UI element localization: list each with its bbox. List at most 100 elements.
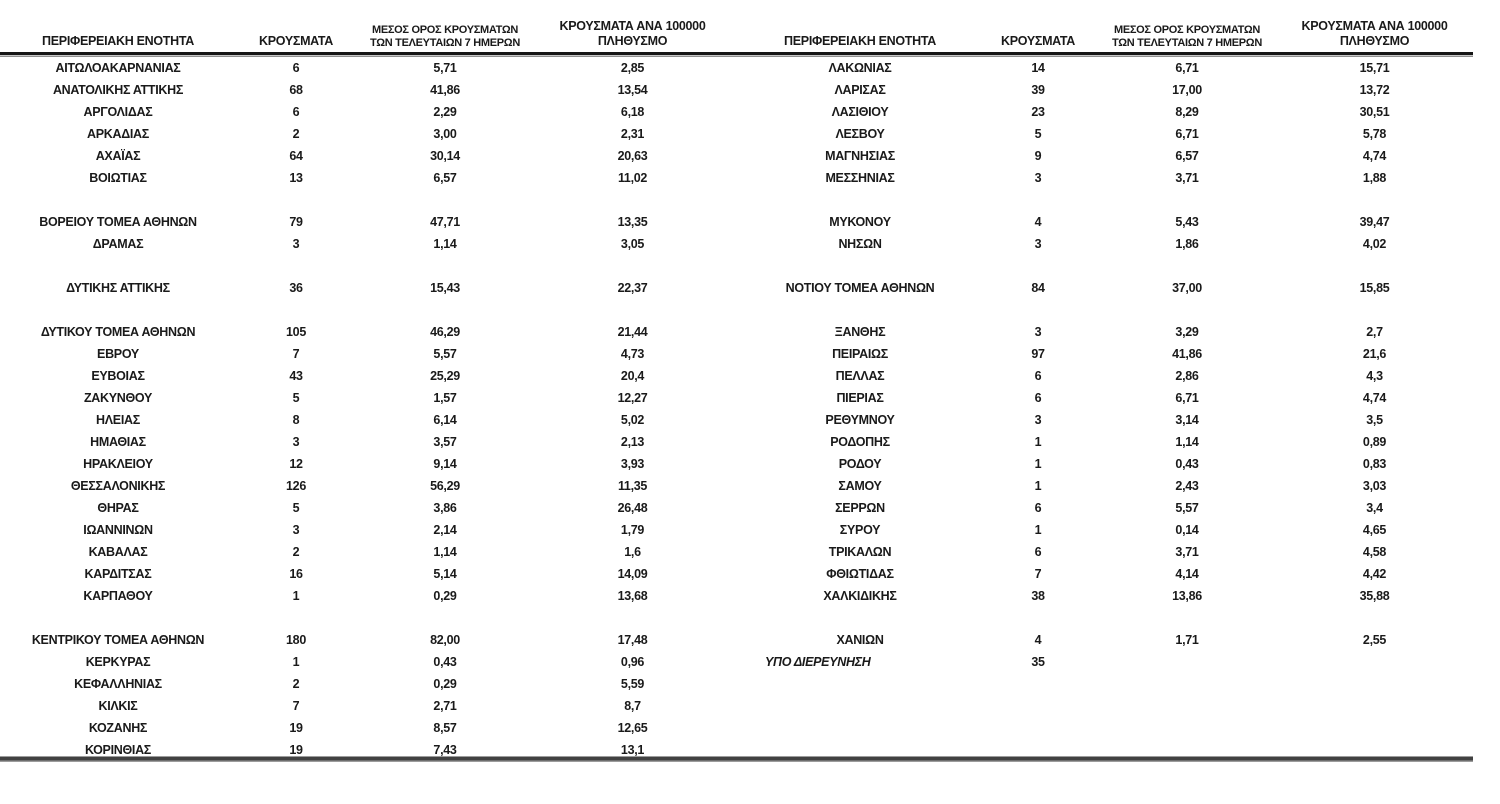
cell-cases: 6 (1034, 545, 1042, 559)
cell-region: ΡΕΘΥΜΝΟΥ (825, 413, 895, 427)
cell-region (742, 607, 978, 629)
table-row: ΚΙΛΚΙΣ 7 2,71 8,7 (0, 695, 731, 717)
cell-region: ΚΑΒΑΛΑΣ (88, 545, 148, 559)
cell-per100k: 3,4 (1366, 501, 1383, 515)
cell-avg7: 0,29 (433, 589, 457, 603)
cell-per100k: 4,42 (1362, 567, 1387, 581)
cell-per100k: 4,74 (1362, 391, 1387, 405)
cell-per100k (1276, 299, 1473, 321)
cell-per100k (534, 255, 731, 277)
table-row: ΛΑΣΙΘΙΟΥ 23 8,29 30,51 (742, 101, 1473, 123)
cell-cases: 79 (289, 215, 303, 229)
cell-cases: 14 (1031, 61, 1045, 75)
cell-avg7: 1,71 (1175, 633, 1199, 647)
cell-region: ΡΟΔΟΥ (838, 457, 882, 471)
spacer-row (742, 255, 1473, 277)
cell-cases: 12 (289, 457, 303, 471)
cell-region: ΚΙΛΚΙΣ (98, 699, 138, 713)
table-row: ΚΕΝΤΡΙΚΟΥ ΤΟΜΕΑ ΑΘΗΝΩΝ 180 82,00 17,48 (0, 629, 731, 651)
cell-per100k: 39,47 (1359, 215, 1390, 229)
cell-avg7: 0,29 (433, 677, 457, 691)
col-header-cases: ΚΡΟΥΣΜΑΤΑ (258, 34, 333, 48)
cell-region: ΣΥΡΟΥ (839, 523, 881, 537)
cell-per100k: 2,31 (620, 127, 645, 141)
table-row: ΛΑΚΩΝΙΑΣ 14 6,71 15,71 (742, 57, 1473, 79)
cell-region: ΛΑΡΙΣΑΣ (834, 83, 886, 97)
spacer-row (0, 255, 731, 277)
cell-region: ΣΑΜΟΥ (838, 479, 882, 493)
cell-avg7 (356, 299, 534, 321)
cell-per100k: 3,05 (620, 237, 645, 251)
cell-per100k: 0,89 (1362, 435, 1387, 449)
cell-per100k: 17,48 (617, 633, 648, 647)
cell-avg7: 3,71 (1175, 171, 1199, 185)
cell-cases: 16 (289, 567, 303, 581)
cell-region (742, 739, 978, 761)
cell-per100k: 21,44 (617, 325, 648, 339)
cell-region: ΒΟΡΕΙΟΥ ΤΟΜΕΑ ΑΘΗΝΩΝ (39, 215, 197, 229)
cell-cases: 6 (1034, 501, 1042, 515)
col-header-region: ΠΕΡΙΦΕΡΕΙΑΚΗ ΕΝΟΤΗΤΑ (42, 34, 194, 48)
table-body-left: ΑΙΤΩΛΟΑΚΑΡΝΑΝΙΑΣ 6 5,71 2,85 ΑΝΑΤΟΛΙΚΗΣ ΑΤΤΙ… (0, 57, 731, 761)
cell-per100k: 4,74 (1362, 149, 1387, 163)
cell-region: ΠΕΙΡΑΙΩΣ (832, 347, 888, 361)
table-row: ΠΕΛΛΑΣ 6 2,86 4,3 (742, 365, 1473, 387)
cell-per100k (534, 607, 731, 629)
cell-avg7: 4,14 (1175, 567, 1199, 581)
cell-avg7: 3,86 (433, 501, 457, 515)
cell-cases: 19 (289, 721, 303, 735)
table-row: ΝΗΣΩΝ 3 1,86 4,02 (742, 233, 1473, 255)
cell-per100k: 2,55 (1362, 633, 1387, 647)
cell-avg7: 8,29 (1175, 105, 1199, 119)
table-row: ΒΟΙΩΤΙΑΣ 13 6,57 11,02 (0, 167, 731, 189)
cell-per100k: 4,3 (1366, 369, 1383, 383)
cell-avg7 (1098, 255, 1276, 277)
cell-region: ΠΕΛΛΑΣ (835, 369, 885, 383)
cell-cases: 1 (292, 655, 300, 669)
cell-region (742, 255, 978, 277)
cell-region (742, 189, 978, 211)
cell-region: ΚΟΡΙΝΘΙΑΣ (84, 743, 152, 757)
cell-avg7: 0,43 (433, 655, 457, 669)
col-header-avg7: ΜΕΣΟΣ ΟΡΟΣ ΚΡΟΥΣΜΑΤΩΝ ΤΩΝ ΤΕΛΕΥΤΑΙΩΝ 7 Η… (356, 24, 534, 52)
cell-avg7: 6,71 (1175, 391, 1199, 405)
cell-region: ΔΡΑΜΑΣ (92, 237, 144, 251)
cell-cases: 23 (1031, 105, 1045, 119)
table-row: ΕΒΡΟΥ 7 5,57 4,73 (0, 343, 731, 365)
table-row: ΚΟΡΙΝΘΙΑΣ 19 7,43 13,1 (0, 739, 731, 761)
cell-cases: 7 (292, 347, 300, 361)
cell-cases: 97 (1031, 347, 1045, 361)
table-row: ΦΘΙΩΤΙΔΑΣ 7 4,14 4,42 (742, 563, 1473, 585)
cell-cases: 9 (1034, 149, 1042, 163)
cell-cases (236, 299, 356, 321)
table-row: ΜΕΣΣΗΝΙΑΣ 3 3,71 1,88 (742, 167, 1473, 189)
cell-avg7: 2,43 (1175, 479, 1199, 493)
cell-avg7: 2,29 (433, 105, 457, 119)
cell-per100k: 1,6 (624, 545, 641, 559)
cell-per100k: 13,72 (1359, 83, 1390, 97)
cell-per100k: 15,85 (1359, 281, 1390, 295)
cell-per100k: 5,59 (620, 677, 645, 691)
cell-avg7: 37,00 (1172, 281, 1202, 295)
cell-region: ΚΕΦΑΛΛΗΝΙΑΣ (74, 677, 162, 691)
col-header-avg7-line2: ΤΩΝ ΤΕΛΕΥΤΑΙΩΝ 7 ΗΜΕΡΩΝ (370, 36, 520, 49)
spacer-row (742, 717, 1473, 739)
cell-per100k (1276, 717, 1473, 739)
cell-cases: 3 (292, 523, 300, 537)
cell-region (742, 717, 978, 739)
table-row: ΗΡΑΚΛΕΙΟΥ 12 9,14 3,93 (0, 453, 731, 475)
col-header-per100k: ΚΡΟΥΣΜΑΤΑ ΑΝΑ 100000 ΠΛΗΘΥΣΜΟ (534, 19, 731, 52)
col-header-per100k-line1: ΚΡΟΥΣΜΑΤΑ ΑΝΑ 100000 (559, 19, 706, 33)
cell-region: ΑΡΓΟΛΙΔΑΣ (83, 105, 153, 119)
cell-cases: 4 (1034, 633, 1042, 647)
table-row: ΑΙΤΩΛΟΑΚΑΡΝΑΝΙΑΣ 6 5,71 2,85 (0, 57, 731, 79)
spacer-row (742, 189, 1473, 211)
cell-avg7 (1098, 717, 1276, 739)
cell-avg7: 3,71 (1175, 545, 1199, 559)
cell-avg7: 5,57 (433, 347, 457, 361)
cell-avg7: 82,00 (430, 633, 460, 647)
table-row: ΧΑΛΚΙΔΙΚΗΣ 38 13,86 35,88 (742, 585, 1473, 607)
table-row: ΚΑΡΠΑΘΟΥ 1 0,29 13,68 (0, 585, 731, 607)
cell-cases: 105 (286, 325, 306, 339)
cell-region (742, 695, 978, 717)
